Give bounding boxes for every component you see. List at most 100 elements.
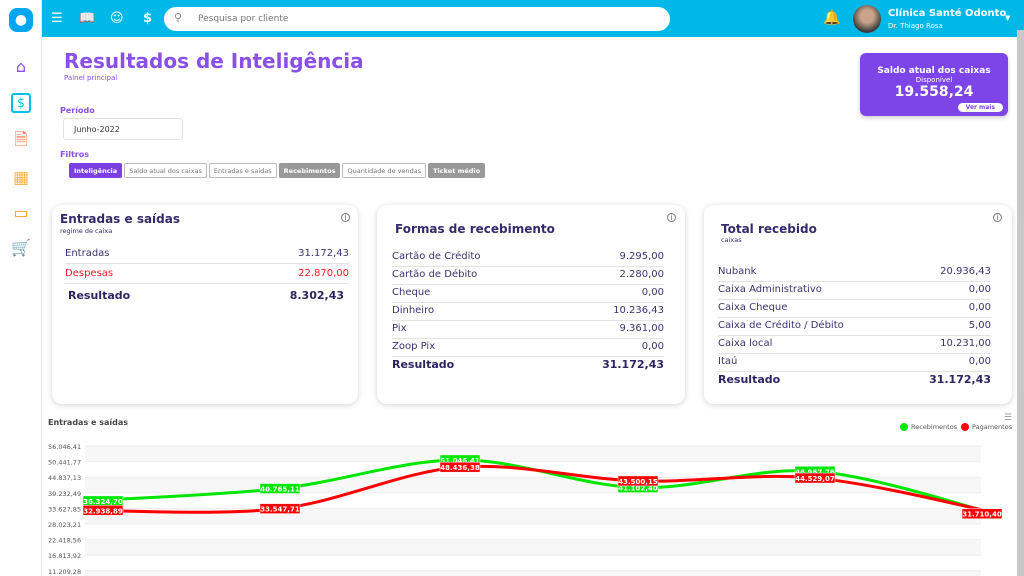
info-icon[interactable]: i [341,213,350,222]
info-icon[interactable]: i [993,213,1002,222]
avatar[interactable] [853,5,881,33]
filter-chips: Inteligência Saldo atual dos caixas Entr… [69,163,486,178]
y-tick-label: 44.837,13 [48,474,81,482]
bell-icon[interactable]: 🔔 [823,10,841,26]
search-bar[interactable]: ⚲ [164,7,670,31]
filter-entradas-saidas[interactable]: Entradas e saídas [208,163,277,178]
series-line-pagamentos [84,464,1001,516]
legend-label: Pagamentos [972,423,1013,431]
chevron-down-icon[interactable]: ▼ [1005,14,1011,22]
book-icon[interactable]: 📖 [79,11,96,26]
card-subtitle: regime de caixa [60,227,113,235]
row-value: 8.302,43 [289,289,344,302]
y-tick-label: 33.627,85 [48,505,81,513]
filter-recebimentos[interactable]: Recebimentos [278,163,341,178]
menu-icon[interactable]: ☰ [51,11,63,26]
table-row: Zoop Pix 0,00 [392,339,664,357]
row-label: Zoop Pix [392,341,436,352]
row-label: Cartão de Crédito [392,251,481,262]
row-value: 22.870,00 [298,268,349,279]
cart-icon[interactable]: 🛒 [11,238,31,257]
y-tick-label: 22.418,56 [48,537,81,545]
legend-pagamentos[interactable]: Pagamentos [961,423,1012,431]
card-title: Formas de recebimento [395,222,555,236]
row-value: 31.172,43 [298,248,349,259]
table-row: Dinheiro 10.236,43 [392,303,664,321]
info-icon[interactable]: i [667,213,676,222]
table-row: Cartão de Débito 2.280,00 [392,267,664,285]
grid-band [85,539,981,556]
page-subtitle: Painel principal [64,74,118,82]
row-label: Caixa Administrativo [718,284,822,295]
ver-mais-button[interactable]: Ver mais [957,103,1003,112]
chart-svg: 56.046,41 50.441,77 44.837,13 39.232,49 33.6… [48,443,1003,576]
table-row-result: Resultado 31.172,43 [718,372,991,390]
grid-band [85,508,981,524]
data-label-text: 51.046,41 [440,457,480,465]
data-label: 32.938,89 [82,505,124,516]
filter-ticket-medio[interactable]: Ticket médio [428,163,486,178]
filter-quantidade-vendas[interactable]: Quantidade de vendas [342,163,427,178]
row-value: 31.172,43 [929,373,991,386]
row-value: 20.936,43 [940,266,991,277]
doctor-name: Dr. Thiago Rosa [888,22,943,30]
dollar-icon[interactable]: $ [143,11,153,26]
period-label: Período [60,106,95,115]
clinic-name: Clínica Santé Odonto [888,8,1007,19]
data-label-text: 46.967,76 [795,468,835,476]
entradas-saidas-chart: 56.046,41 50.441,77 44.837,13 39.232,49 33.6… [42,410,1017,576]
grid-band [85,570,981,576]
row-value: 10.231,00 [940,338,991,349]
table-row: Nubank 20.936,43 [718,264,991,282]
scrollbar[interactable] [1017,30,1024,576]
tooth-logo-icon[interactable]: ● [9,8,33,32]
grid-band [85,477,981,493]
row-label: Pix [392,323,407,334]
data-label: 40.765,11 [259,483,301,494]
data-label-text: 48.436,38 [440,464,480,472]
chart-menu-icon[interactable]: ☰ [1004,413,1013,423]
sidebar: ● ⌂ $ 🗎 ▦ ▭ 🛒 [0,0,42,576]
legend-dot [900,423,908,431]
monitor-icon[interactable]: ▭ [13,203,29,222]
card-subtitle: caixas [721,236,742,244]
user-circle-icon[interactable]: ☺ [110,11,124,26]
table-row: Caixa local 10.231,00 [718,336,991,354]
saldo-label: Disponível [915,76,953,84]
data-label: 44.529,07 [794,472,836,484]
filter-inteligencia[interactable]: Inteligência [69,163,123,178]
entradas-saidas-card: Entradas e saídas regime de caixa i Entr… [52,205,358,404]
row-value: 0,00 [968,356,991,367]
filter-saldo[interactable]: Saldo atual dos caixas [124,163,207,178]
row-label: Entradas [65,248,110,259]
row-value: 9.295,00 [619,251,664,262]
table-row: Caixa Administrativo 0,00 [718,282,991,300]
data-label-text: 41.102,40 [618,485,658,493]
table-row: Itaú 0,00 [718,354,991,372]
card-title: Total recebido [721,222,817,236]
formas-recebimento-card: Formas de recebimento i Cartão de Crédit… [377,205,685,404]
saldo-title: Saldo atual dos caixas [877,66,991,76]
grid-icon[interactable]: ▦ [12,168,30,188]
table-row: Pix 9.361,00 [392,321,664,339]
period-select[interactable]: Junho-2022 [63,118,183,140]
legend-recebimentos[interactable]: Recebimentos [900,423,957,431]
row-value: 5,00 [968,320,991,331]
y-tick-label: 50.441,77 [48,459,81,467]
legend-label: Recebimentos [911,423,958,431]
search-input[interactable] [198,10,598,28]
row-value: 0,00 [641,287,664,298]
document-icon[interactable]: 🗎 [14,130,28,150]
row-label: Caixa Cheque [718,302,788,313]
row-value: 31.172,43 [602,358,664,371]
home-icon[interactable]: ⌂ [15,57,27,76]
row-label: Caixa local [718,338,773,349]
table-row: Caixa Cheque 0,00 [718,300,991,318]
table-row: Cartão de Crédito 9.295,00 [392,249,664,267]
finance-icon[interactable]: $ [11,93,31,113]
row-label: Resultado [68,289,131,302]
row-label: Nubank [718,266,757,277]
table-row: Entradas 31.172,43 [65,246,349,264]
saldo-value: 19.558,24 [894,84,974,100]
row-label: Resultado [392,358,455,371]
